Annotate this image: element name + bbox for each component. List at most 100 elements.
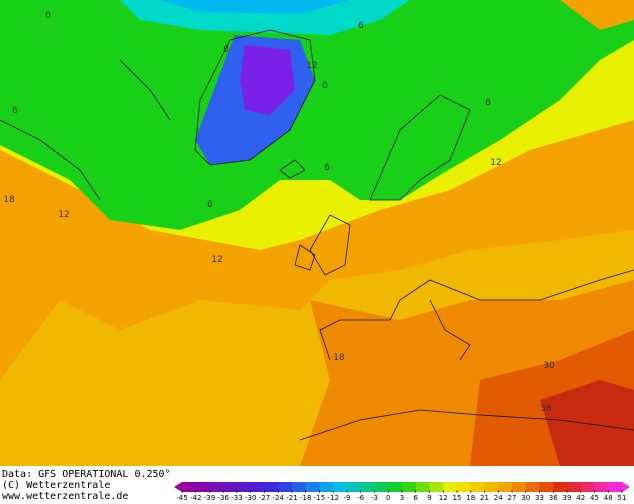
coastline bbox=[429, 299, 471, 361]
colorbar-segment bbox=[594, 482, 609, 492]
contour-labels: 0 6 0 12 0 6 6 12 6 6 18 12 12 18 30 36 bbox=[3, 11, 555, 414]
coastline bbox=[0, 59, 171, 201]
contour-label: 0 bbox=[223, 45, 229, 55]
colorbar-segment bbox=[195, 482, 210, 492]
colorbar-segment bbox=[539, 482, 554, 492]
contour-label: 12 bbox=[211, 255, 222, 265]
colorbar-label: -36 bbox=[218, 494, 230, 502]
coastline bbox=[369, 94, 471, 201]
colorbar-label: -12 bbox=[328, 494, 339, 502]
colorbar-label: -15 bbox=[314, 494, 325, 502]
contour-label: 12 bbox=[58, 210, 69, 220]
colorbar-label: 45 bbox=[590, 494, 599, 502]
colorbar-segment bbox=[567, 482, 582, 492]
colorbar-label: -6 bbox=[357, 494, 365, 502]
colorbar-label: 39 bbox=[563, 494, 572, 502]
colorbar: -45 -42 -39 -36 -33 -30 -27 -24 -21 -18 -15 -12 -9 -6… bbox=[174, 482, 630, 502]
colorbar-segment bbox=[347, 482, 362, 492]
colorbar-label: -45 bbox=[176, 494, 187, 502]
colorbar-label: 3 bbox=[400, 494, 404, 502]
colorbar-label: -27 bbox=[259, 494, 270, 502]
colorbar-label: -18 bbox=[300, 494, 311, 502]
colorbar-segment bbox=[360, 482, 375, 492]
colorbar-segment bbox=[512, 482, 527, 492]
colorbar-segment bbox=[580, 482, 595, 492]
greenland-coldest bbox=[240, 45, 295, 115]
colorbar-segment bbox=[250, 482, 265, 492]
colorbar-label: 18 bbox=[466, 494, 475, 502]
contour-label: 0 bbox=[322, 81, 328, 91]
colorbar-label: 30 bbox=[521, 494, 530, 502]
colorbar-label: 48 bbox=[604, 494, 613, 502]
colorbar-label: -39 bbox=[204, 494, 215, 502]
contour-label: 36 bbox=[540, 404, 552, 414]
colorbar-segment bbox=[182, 482, 197, 492]
colorbar-segment bbox=[457, 482, 472, 492]
colorbar-label: 9 bbox=[427, 494, 431, 502]
colorbar-label: 27 bbox=[508, 494, 517, 502]
colorbar-segment bbox=[429, 482, 444, 492]
colorbar-segment bbox=[223, 482, 238, 492]
colorbar-segment bbox=[305, 482, 320, 492]
colorbar-segment bbox=[237, 482, 252, 492]
colorbar-label: 12 bbox=[439, 494, 448, 502]
contour-label: 12 bbox=[490, 158, 501, 168]
colorbar-label: 42 bbox=[576, 494, 585, 502]
contour-label: 12 bbox=[306, 61, 317, 71]
colorbar-label: 36 bbox=[549, 494, 558, 502]
colorbar-label: 33 bbox=[535, 494, 544, 502]
coastline bbox=[299, 409, 634, 441]
colorbar-segment bbox=[319, 482, 334, 492]
contour-label: 6 bbox=[207, 200, 213, 210]
hottest-zone bbox=[540, 380, 634, 466]
colorbar-label: 15 bbox=[453, 494, 462, 502]
contour-label: 6 bbox=[324, 163, 330, 173]
colorbar-label: -3 bbox=[371, 494, 378, 502]
contour-label: 0 bbox=[45, 11, 51, 21]
colorbar-segment bbox=[470, 482, 485, 492]
contour-label: 6 bbox=[485, 98, 491, 108]
colorbar-segment bbox=[498, 482, 513, 492]
colorbar-label: -33 bbox=[231, 494, 242, 502]
colorbar-segment bbox=[292, 482, 307, 492]
contour-label: 18 bbox=[3, 195, 15, 205]
colorbar-label: 0 bbox=[386, 494, 390, 502]
colorbar-label: -21 bbox=[286, 494, 297, 502]
colorbar-label: 21 bbox=[480, 494, 489, 502]
colorbar-label: -24 bbox=[273, 494, 285, 502]
coastline bbox=[279, 159, 306, 179]
colorbar-label: 24 bbox=[494, 494, 503, 502]
colorbar-segment bbox=[608, 482, 623, 492]
coastline bbox=[294, 214, 351, 276]
colorbar-segment bbox=[443, 482, 458, 492]
colorbar-segment bbox=[484, 482, 499, 492]
coastline bbox=[319, 269, 634, 361]
colorbar-label: 51 bbox=[618, 494, 627, 502]
copyright-text: (C) Wetterzentrale bbox=[2, 480, 110, 491]
arctic-warm bbox=[560, 0, 634, 30]
colorbar-segment bbox=[415, 482, 430, 492]
source-text: Data: GFS OPERATIONAL 0.250° bbox=[2, 469, 171, 480]
coastline bbox=[194, 29, 316, 166]
colorbar-segment bbox=[278, 482, 293, 492]
colorbar-segment bbox=[333, 482, 348, 492]
contour-label: 18 bbox=[333, 353, 345, 363]
colorbar-segment bbox=[402, 482, 417, 492]
colorbar-arrow bbox=[174, 482, 182, 492]
colorbar-label: -30 bbox=[245, 494, 256, 502]
colorbar-segment bbox=[553, 482, 568, 492]
colorbar-label: -42 bbox=[190, 494, 201, 502]
colorbar-segment bbox=[388, 482, 403, 492]
colorbar-segment bbox=[374, 482, 389, 492]
url-text: www.wetterzentrale.de bbox=[2, 491, 128, 502]
cool-zone bbox=[0, 0, 634, 230]
colorbar-arrow bbox=[622, 482, 630, 492]
map bbox=[0, 0, 634, 466]
colorbar-label: -9 bbox=[344, 494, 351, 502]
contour-label: 30 bbox=[543, 361, 555, 371]
colorbar-segment bbox=[525, 482, 540, 492]
contour-label: 6 bbox=[358, 21, 364, 31]
colorbar-segment bbox=[209, 482, 224, 492]
